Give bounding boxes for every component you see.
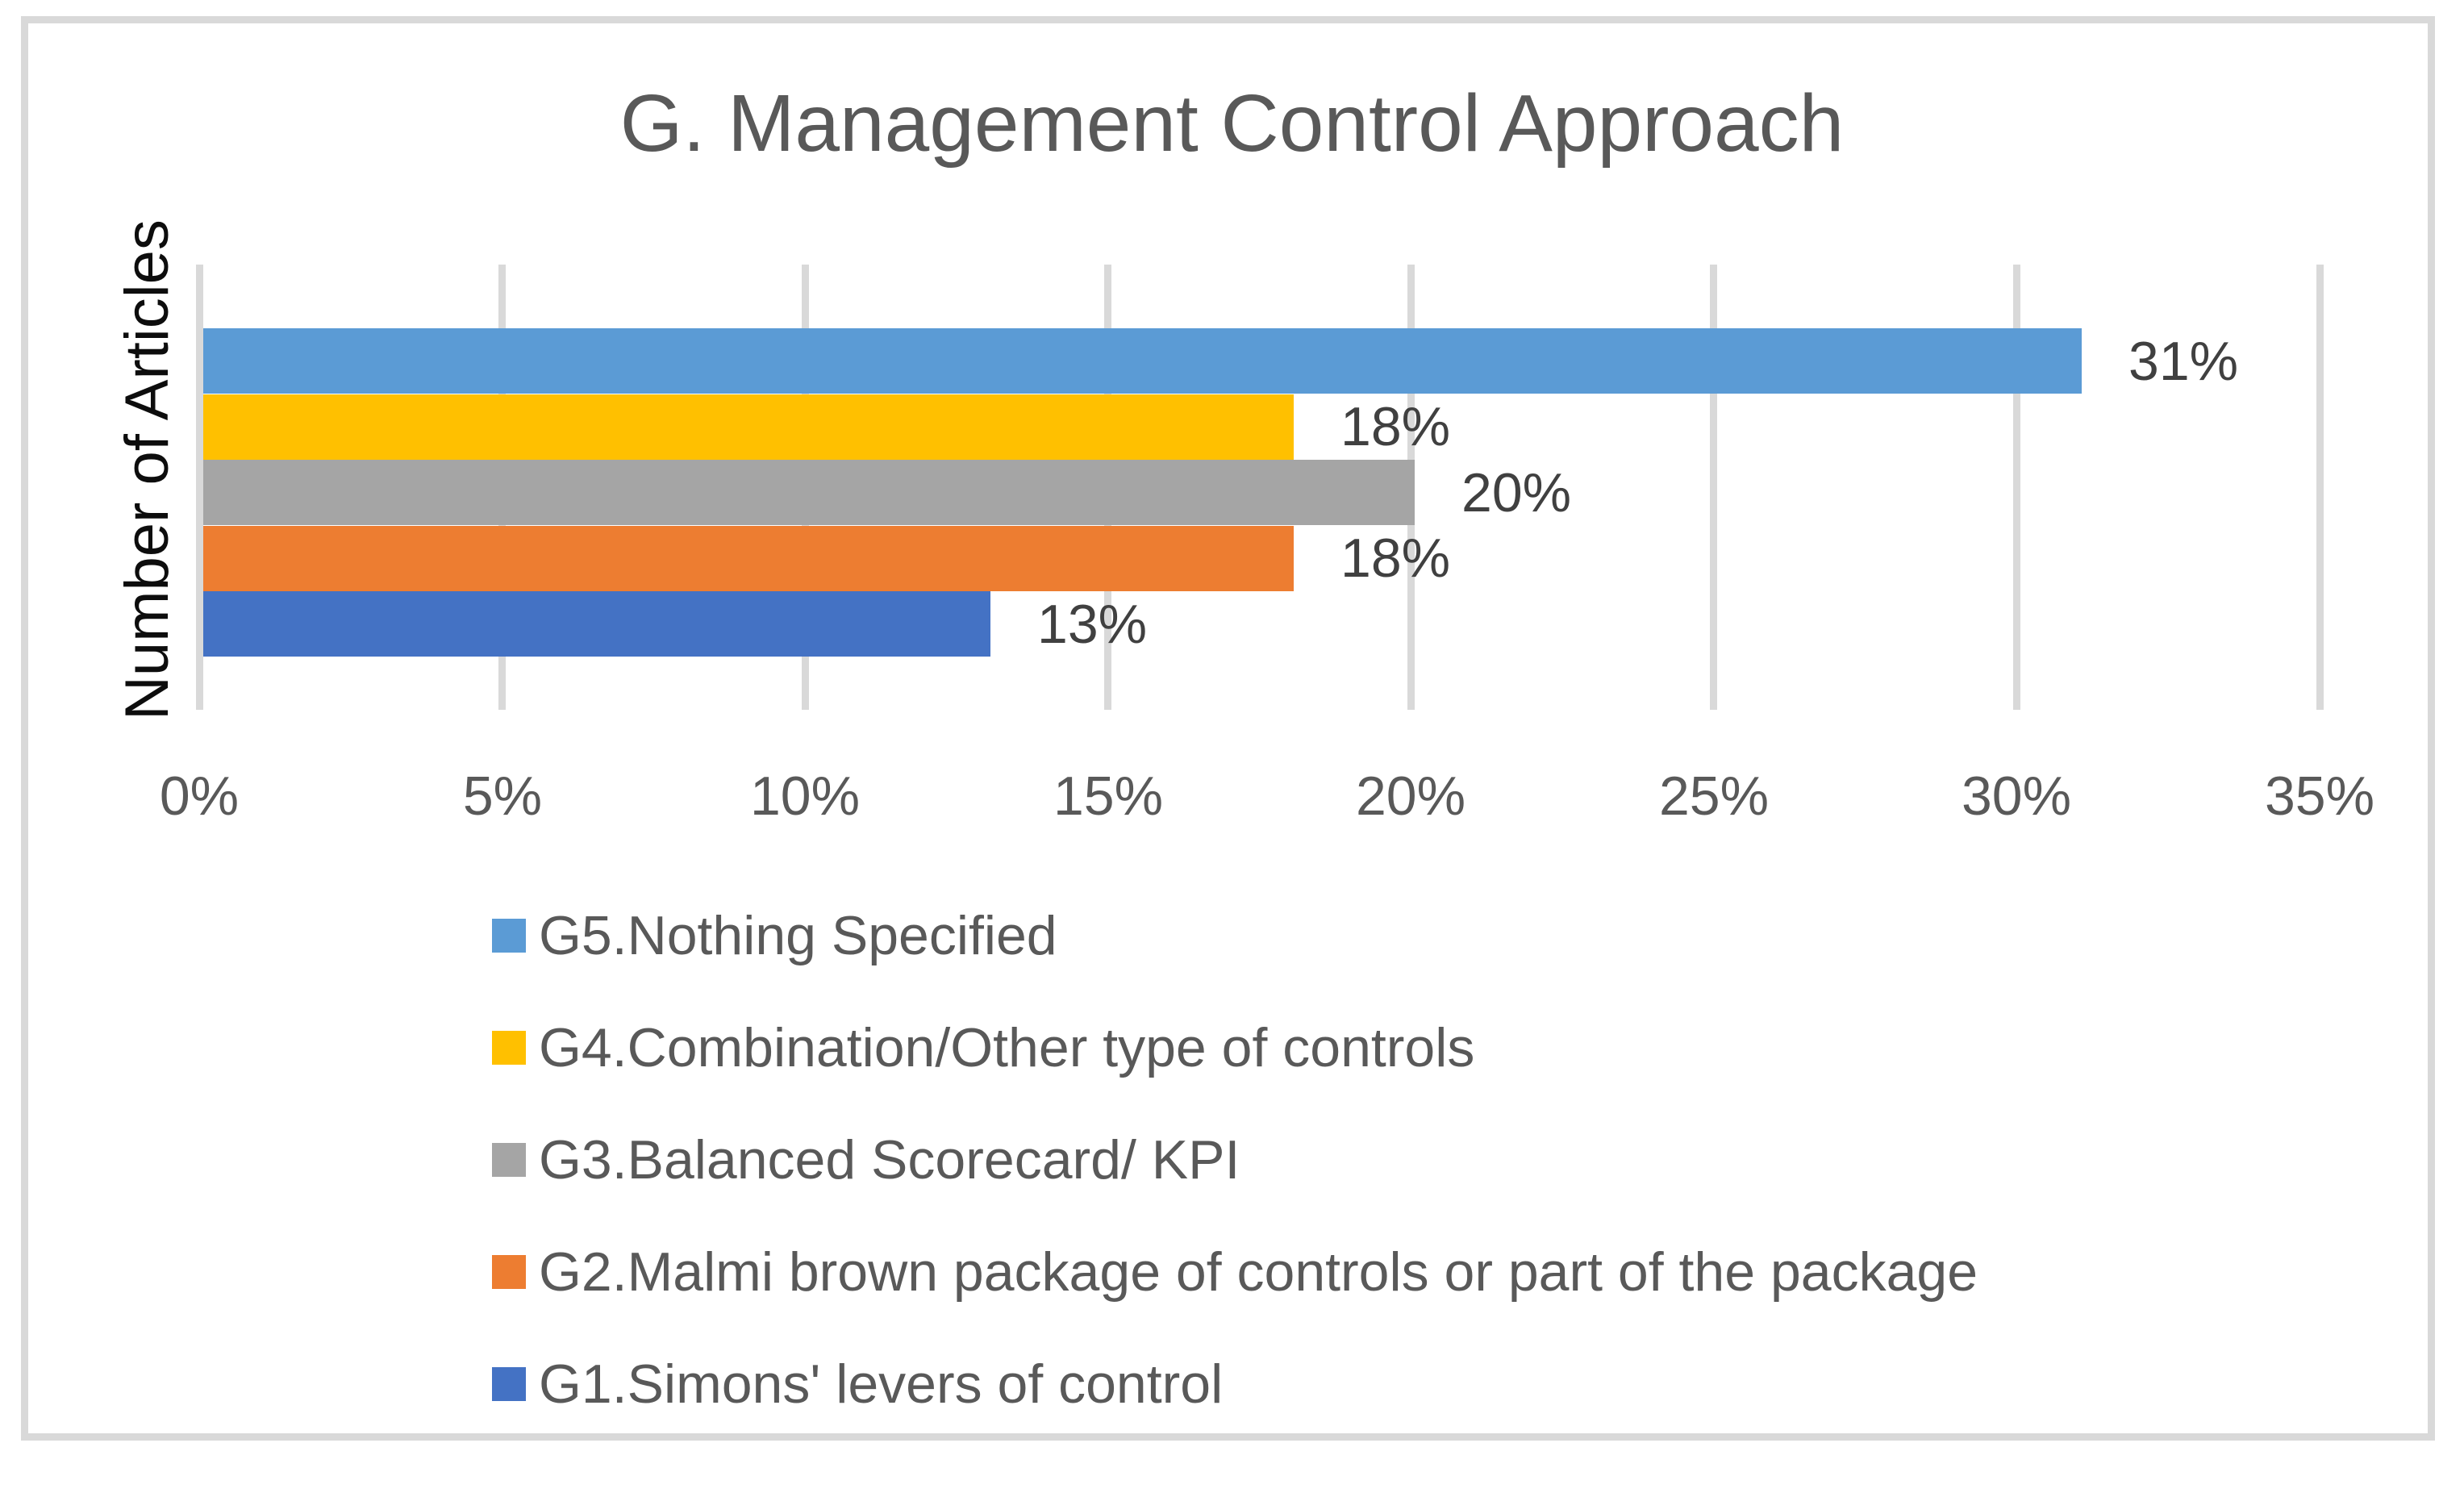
legend-item-g3: G3.Balanced Scorecard/ KPI [492, 1124, 1240, 1196]
x-tick-label-25%: 25% [1658, 765, 1770, 827]
legend-marker-icon [492, 1255, 526, 1289]
x-tick-label-10%: 10% [749, 765, 861, 827]
data-label-g3: 20% [1461, 462, 1572, 523]
legend-marker-icon [492, 919, 526, 953]
gridline-35% [2316, 265, 2324, 710]
data-label-g5: 31% [2128, 331, 2239, 392]
x-tick-label-5%: 5% [462, 765, 543, 827]
legend-label: G4.Combination/Other type of controls [539, 1017, 1475, 1078]
legend-marker-icon [492, 1367, 526, 1401]
legend-marker-icon [492, 1031, 526, 1065]
x-tick-label-30%: 30% [1961, 765, 2072, 827]
gridline-0% [195, 265, 203, 710]
gridline-30% [2012, 265, 2020, 710]
legend-marker-icon [492, 1143, 526, 1177]
legend-item-g1: G1.Simons' levers of control [492, 1348, 1223, 1420]
plot-area [195, 265, 2324, 710]
legend-item-g4: G4.Combination/Other type of controls [492, 1011, 1474, 1084]
bar-g1 [203, 591, 990, 657]
x-tick-label-35%: 35% [2264, 765, 2375, 827]
legend-label: G2.Malmi brown package of controls or pa… [539, 1241, 1978, 1303]
x-tick-label-15%: 15% [1053, 765, 1164, 827]
legend-label: G1.Simons' levers of control [539, 1353, 1224, 1415]
legend-label: G3.Balanced Scorecard/ KPI [539, 1129, 1240, 1191]
gridline-25% [1710, 265, 1718, 710]
chart-border-frame [21, 16, 2435, 1441]
legend-item-g2: G2.Malmi brown package of controls or pa… [492, 1236, 1978, 1308]
data-label-g2: 18% [1340, 528, 1451, 589]
x-tick-label-0%: 0% [159, 765, 240, 827]
y-axis-title: Number of Articles [113, 219, 181, 720]
bar-g2 [203, 526, 1294, 591]
chart-title: G. Management Control Approach [619, 78, 1845, 169]
x-tick-label-20%: 20% [1355, 765, 1466, 827]
legend-item-g5: G5.Nothing Specified [492, 899, 1057, 972]
bar-g5 [203, 328, 2082, 394]
data-label-g1: 13% [1037, 594, 1148, 655]
legend-label: G5.Nothing Specified [539, 905, 1057, 966]
data-label-g4: 18% [1340, 396, 1451, 457]
bar-g4 [203, 394, 1294, 460]
bar-g3 [203, 460, 1415, 525]
